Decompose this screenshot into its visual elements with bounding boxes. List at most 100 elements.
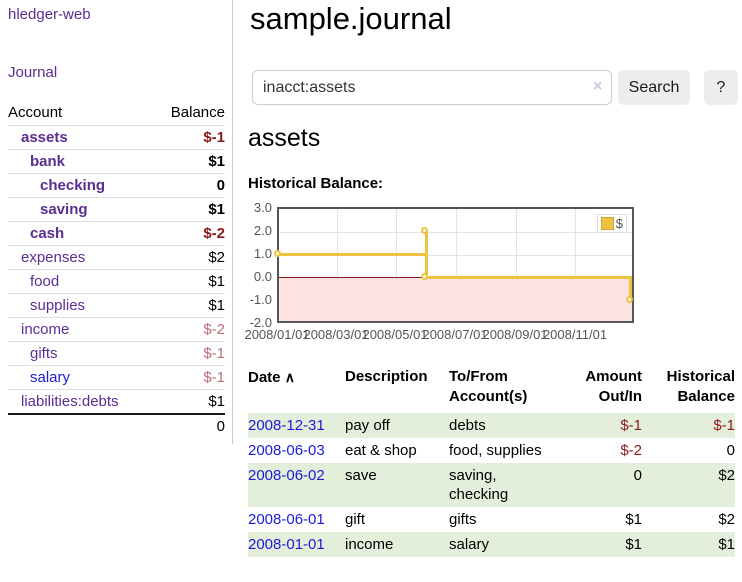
search-input[interactable] <box>252 70 612 105</box>
account-link[interactable]: assets <box>21 129 68 146</box>
account-balance: $1 <box>208 153 225 170</box>
series-line-segment <box>629 276 632 302</box>
account-balance: $2 <box>208 249 225 266</box>
transaction-balance: 0 <box>726 442 735 459</box>
account-row-salary[interactable]: salary $-1 <box>8 365 225 389</box>
accounts-total-row: 0 <box>8 413 225 437</box>
negative-region-fill <box>279 278 632 321</box>
accounts-table-header: Account Balance <box>8 100 225 125</box>
account-link[interactable]: checking <box>40 177 106 194</box>
account-row-assets[interactable]: assets $-1 <box>8 125 225 149</box>
transaction-description: income <box>345 536 394 553</box>
account-row-liabilities-debts[interactable]: liabilities:debts $1 <box>8 389 225 413</box>
transaction-amount: $1 <box>625 536 642 553</box>
transaction-description: gift <box>345 511 366 528</box>
data-point-marker <box>626 296 633 303</box>
table-row: 2008-12-31 pay off debts $-1 $-1 <box>248 413 735 438</box>
transaction-balance: $2 <box>718 511 735 528</box>
account-link[interactable]: gifts <box>30 345 58 362</box>
transaction-accounts: salary <box>449 536 490 553</box>
account-row-expenses[interactable]: expenses $2 <box>8 245 225 269</box>
x-tick-label: 2008/05/01 <box>362 327 428 342</box>
table-row: 2008-01-01 income salary $1 $1 <box>248 532 735 557</box>
account-balance: $-2 <box>203 321 225 338</box>
account-balance: $1 <box>208 201 225 218</box>
transaction-balance: $1 <box>718 536 735 553</box>
transaction-balance: $2 <box>718 467 735 484</box>
transaction-date-link[interactable]: 2008-06-02 <box>248 467 325 484</box>
chart-title: Historical Balance: <box>248 175 384 192</box>
account-link[interactable]: liabilities:debts <box>21 393 119 410</box>
table-row: 2008-06-02 save saving, checking 0 $2 <box>248 463 735 507</box>
transaction-description: eat & shop <box>345 442 417 459</box>
app-title-link[interactable]: hledger-web <box>8 6 91 23</box>
x-axis-labels: 2008/01/01 2008/03/01 2008/05/01 2008/07… <box>244 327 634 343</box>
transaction-date-link[interactable]: 2008-12-31 <box>248 417 325 434</box>
account-link[interactable]: food <box>30 273 60 290</box>
account-row-saving[interactable]: saving $1 <box>8 197 225 221</box>
account-link[interactable]: expenses <box>21 249 86 266</box>
data-point-marker <box>274 250 281 257</box>
transaction-date-link[interactable]: 2008-06-03 <box>248 442 325 459</box>
account-row-checking[interactable]: checking 0 <box>8 173 225 197</box>
transaction-amount: $-1 <box>620 417 642 434</box>
account-link[interactable]: supplies <box>30 297 86 314</box>
account-column-header: Account <box>8 104 63 121</box>
account-heading: assets <box>248 124 321 152</box>
date-column-header[interactable]: Date ∧ <box>248 366 345 413</box>
chart-legend: $ <box>596 214 627 233</box>
data-point-marker <box>421 273 428 280</box>
x-tick-label: 2008/11/01 <box>542 327 608 342</box>
help-button[interactable]: ? <box>704 70 738 105</box>
transaction-description: pay off <box>345 417 390 434</box>
x-tick-label: 2008/07/01 <box>422 327 488 342</box>
account-row-bank[interactable]: bank $1 <box>8 149 225 173</box>
account-link[interactable]: cash <box>30 225 65 242</box>
h-gridline <box>279 255 632 256</box>
historical-balance-chart: $ <box>274 207 634 323</box>
y-tick-label: -2.0 <box>249 315 272 330</box>
data-point-marker <box>421 227 428 234</box>
account-link[interactable]: income <box>21 321 70 338</box>
account-link[interactable]: saving <box>40 201 88 218</box>
account-balance: 0 <box>216 177 225 194</box>
account-column-header: To/From Account(s) <box>449 368 528 405</box>
transaction-accounts: saving, checking <box>449 467 509 503</box>
account-balance: $-1 <box>203 369 225 386</box>
y-tick-label: -1.0 <box>249 292 272 307</box>
v-gridline <box>337 209 338 321</box>
transaction-amount: $1 <box>625 511 642 528</box>
account-row-gifts[interactable]: gifts $-1 <box>8 341 225 365</box>
v-gridline <box>575 209 576 321</box>
transaction-date-link[interactable]: 2008-01-01 <box>248 536 325 553</box>
account-balance: $1 <box>208 297 225 314</box>
series-line-segment <box>279 253 428 256</box>
account-row-supplies[interactable]: supplies $1 <box>8 293 225 317</box>
chart-plot-area: $ <box>274 209 633 321</box>
account-balance: $1 <box>208 273 225 290</box>
v-gridline <box>516 209 517 321</box>
account-link[interactable]: bank <box>30 153 66 170</box>
account-balance: $1 <box>208 393 225 410</box>
register-header-row: Date ∧ Description To/From Account(s) Am… <box>248 366 735 413</box>
clear-search-icon[interactable]: × <box>593 78 603 95</box>
account-balance: $-2 <box>203 225 225 242</box>
account-row-income[interactable]: income $-2 <box>8 317 225 341</box>
v-gridline <box>456 209 457 321</box>
transaction-date-link[interactable]: 2008-06-01 <box>248 511 325 528</box>
amount-column-header: Amount Out/In <box>585 368 642 405</box>
sidebar-item-journal[interactable]: Journal <box>8 64 58 81</box>
x-tick-label: 2008/01/01 <box>244 327 310 342</box>
accounts-balance-table: Account Balance assets $-1 bank $1 check… <box>8 100 225 437</box>
account-balance: $-1 <box>203 345 225 362</box>
series-line-segment <box>425 231 428 279</box>
account-link[interactable]: salary <box>30 369 71 386</box>
y-tick-label: 3.0 <box>253 200 272 215</box>
description-column-header: Description <box>345 368 428 385</box>
legend-series-label: $ <box>615 216 623 231</box>
account-row-food[interactable]: food $1 <box>8 269 225 293</box>
account-row-cash[interactable]: cash $-2 <box>8 221 225 245</box>
search-button[interactable]: Search <box>618 70 690 105</box>
v-gridline <box>396 209 397 321</box>
